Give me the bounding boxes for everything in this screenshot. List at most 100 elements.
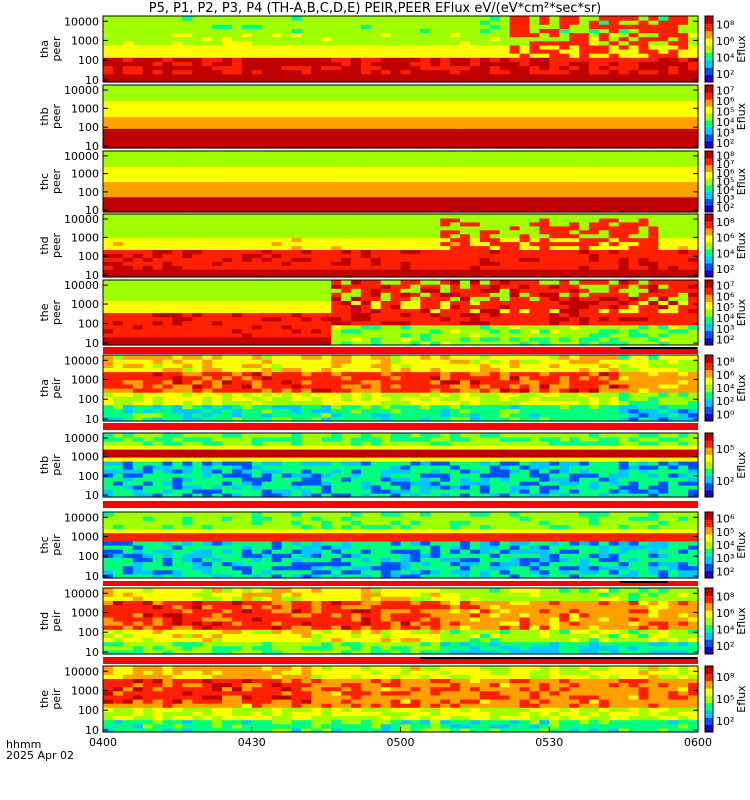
x-axis: 0400 0430 0500 0530 0600 [89,727,712,749]
colorbar-tick-label: 10² [716,475,734,488]
colorbar-tick-label: 10² [716,715,734,728]
panel-probe-label: thb [38,456,51,474]
panel-probe-label: tha [38,379,51,397]
y-tick-label: 10000 [64,587,99,600]
x-tick-label: 0500 [387,736,415,749]
panel-thc-peir: 10 100 1000 10000 thc peir 10²10³10⁴10⁵10⁶Eflu… [38,511,748,583]
y-tick-label: 100 [78,121,99,134]
colorbar-tick-label: 10⁴ [716,51,735,64]
colorbar-tick-label: 10⁸ [716,149,735,162]
x-tick-label: 0530 [535,736,563,749]
colorbar-tick-label: 10² [716,640,734,653]
panel-probe-label: the [38,303,51,321]
y-tick-label: 10 [85,413,99,426]
date-label: 2025 Apr 02 [6,749,75,762]
y-tick-label: 1000 [71,102,99,115]
colorbar-tick-label: 10⁵ [716,443,734,456]
colorbar-tick-label: 10⁷ [716,84,734,97]
colorbar-tick-label: 10⁵ [716,693,734,706]
plot-title: P5, P1, P2, P3, P4 (TH-A,B,C,D,E) PEIR,P… [148,1,602,16]
panel-probe-label: thd [38,612,51,630]
colorbar-tick-label: 10⁶ [716,35,735,48]
colorbar-tick-label: 10⁴ [716,247,735,260]
colorbar-tick-label: 10³ [716,193,734,206]
panel-frame [102,213,699,278]
y-tick-label: 100 [78,550,99,563]
y-tick-label: 10000 [64,150,99,163]
panel-probe-label: thc [38,173,51,190]
y-tick-label: 1000 [71,298,99,311]
y-tick-label: 10 [85,646,99,659]
colorbar-tick-label: 10⁸ [716,671,735,684]
y-tick-label: 1000 [71,34,99,47]
y-tick-label: 10000 [64,84,99,97]
colorbar-label: Eflux [735,167,748,195]
colorbar-tick-label: 10⁸ [716,18,735,31]
y-tick-label: 1000 [71,168,99,181]
panel-frame [102,432,699,498]
panel-probe-label: thd [38,236,51,254]
panel-frame [102,15,699,83]
colorbar-tick-label: 10⁸ [716,216,735,229]
colorbar-tick-label: 10⁴ [716,312,735,325]
y-tick-label: 10 [85,74,99,87]
colorbar-tick-label: 10² [716,334,734,347]
y-tick-label: 1000 [71,530,99,543]
colorbar-tick-label: 10⁴ [716,623,735,636]
colorbar-tick-label: 10⁶ [716,513,735,526]
colorbar-tick-label: 10⁴ [716,184,735,197]
panel-probe-label: thb [38,107,51,125]
panel-species-label: peir [50,610,63,632]
panel-species-label: peer [50,104,63,130]
panel-frame [102,150,699,213]
y-tick-label: 10 [85,337,99,350]
colorbar-tick-label: 10⁶ [716,232,735,245]
y-tick-label: 10 [85,570,99,583]
colorbar-tick-label: 10⁶ [716,167,735,180]
colorbar-tick-label: 10⁸ [716,356,735,369]
y-tick-label: 100 [78,704,99,717]
panel-thb-peer: 10 100 1000 10000 thb peer 10²10³10⁴10⁵10⁶10⁷E… [38,84,748,153]
y-tick-label: 100 [78,626,99,639]
colorbar-tick-label: 10⁷ [716,279,734,292]
panel-frame [102,279,699,346]
y-tick-label: 10000 [64,432,99,445]
colorbar-tick-label: 10⁴ [716,539,735,552]
colorbar-tick-label: 10² [716,68,734,81]
y-tick-label: 100 [78,393,99,406]
colorbar-tick-label: 10⁶ [716,95,735,108]
time-axis-label: hhmm [6,738,42,751]
status-bar [103,657,698,664]
status-bar [103,501,698,508]
colorbar-tick-label: 10⁰ [716,408,735,421]
y-tick-label: 10000 [64,213,99,226]
colorbar-tick-label: 10² [716,263,734,276]
y-tick-label: 1000 [71,451,99,464]
status-bar [103,581,698,586]
colorbar-label: Eflux [735,298,748,326]
colorbar-tick-label: 10² [716,137,734,150]
y-tick-label: 10000 [64,15,99,28]
x-tick-label: 0400 [89,736,117,749]
colorbar-label: Eflux [735,102,748,130]
y-tick-label: 10000 [64,279,99,292]
colorbar-tick-label: 10³ [716,552,734,565]
panel-species-label: peir [50,534,63,556]
panel-species-label: peer [50,169,63,195]
panel-species-label: peer [50,36,63,62]
status-bar [103,423,698,430]
colorbar-tick-label: 10⁶ [716,607,735,620]
panel-species-label: peir [50,688,63,710]
y-tick-label: 1000 [71,231,99,244]
panel-tha-peir: 10 100 1000 10000 tha peir 10⁰10²10⁴10⁶10⁸Eflu… [38,354,748,426]
y-tick-label: 10 [85,489,99,502]
y-tick-label: 10000 [64,354,99,367]
